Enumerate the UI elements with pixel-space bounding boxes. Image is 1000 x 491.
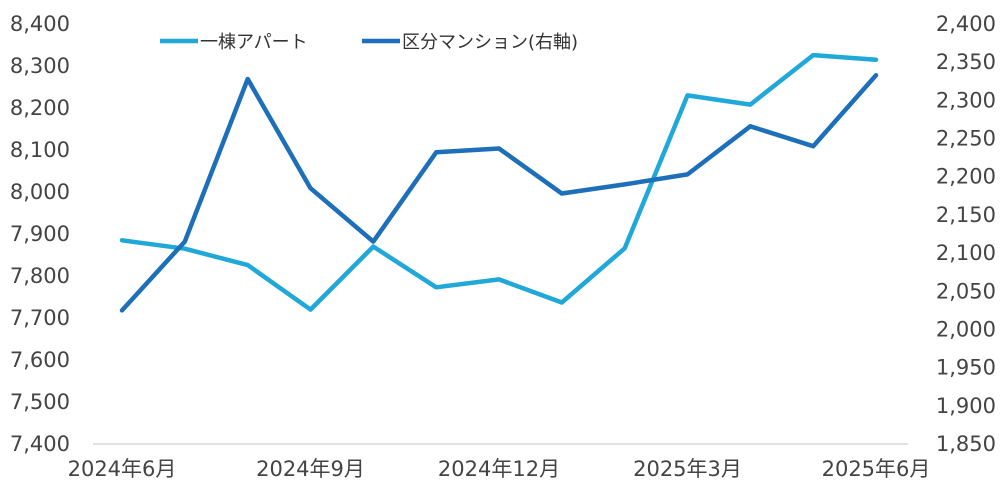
y-right-tick-label: 2,000 — [936, 317, 996, 341]
y-left-tick-label: 8,200 — [10, 96, 70, 120]
y-left-tick-label: 8,000 — [10, 180, 70, 204]
x-tick-label: 2025年3月 — [633, 457, 742, 481]
y-right-tick-label: 1,900 — [936, 394, 996, 418]
x-axis: 2024年6月 2024年9月 2024年12月 2025年3月 2025年6月 — [68, 457, 931, 481]
y-left-tick-label: 7,800 — [10, 264, 70, 288]
x-tick-label: 2024年6月 — [68, 457, 177, 481]
y-left-tick-label: 7,600 — [10, 348, 70, 372]
series-line-condo — [119, 72, 879, 313]
x-tick-label: 2024年12月 — [438, 457, 560, 481]
y-left-tick-label: 8,300 — [10, 54, 70, 78]
x-tick-label: 2025年6月 — [822, 457, 931, 481]
y-right-tick-label: 2,050 — [936, 279, 996, 303]
y-right-tick-label: 1,850 — [936, 432, 996, 456]
y-right-tick-label: 1,950 — [936, 356, 996, 380]
series-group — [119, 52, 879, 313]
y-left-tick-label: 7,700 — [10, 306, 70, 330]
x-tick-label: 2024年9月 — [256, 457, 365, 481]
legend-label-apartment: 一棟アパート — [200, 32, 308, 53]
legend: 一棟アパート 区分マンション(右軸) — [160, 32, 578, 53]
y-axis-right: 1,850 1,900 1,950 2,000 2,050 2,100 2,150 2,200… — [936, 12, 996, 456]
y-right-tick-label: 2,100 — [936, 241, 996, 265]
y-right-tick-label: 2,400 — [936, 12, 996, 36]
y-left-tick-label: 7,500 — [10, 390, 70, 414]
series-line-apartment — [119, 52, 879, 312]
legend-label-condo: 区分マンション(右軸) — [402, 32, 578, 53]
y-axis-left: 7,400 7,500 7,600 7,700 7,800 7,900 8,000 8,100… — [10, 12, 70, 456]
y-right-tick-label: 2,250 — [936, 127, 996, 151]
y-right-tick-label: 2,350 — [936, 50, 996, 74]
y-left-tick-label: 8,100 — [10, 138, 70, 162]
y-left-tick-label: 7,900 — [10, 222, 70, 246]
y-right-tick-label: 2,200 — [936, 165, 996, 189]
y-left-tick-label: 7,400 — [10, 432, 70, 456]
y-right-tick-label: 2,150 — [936, 203, 996, 227]
y-right-tick-label: 2,300 — [936, 88, 996, 112]
y-left-tick-label: 8,400 — [10, 12, 70, 36]
